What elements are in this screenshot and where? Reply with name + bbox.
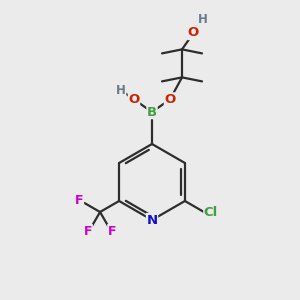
Text: F: F: [108, 225, 116, 238]
Text: F: F: [84, 225, 92, 238]
Text: B: B: [147, 106, 157, 118]
Text: H: H: [116, 84, 126, 97]
Text: F: F: [75, 194, 83, 208]
Text: O: O: [164, 93, 175, 106]
Text: Cl: Cl: [204, 206, 218, 218]
Text: O: O: [128, 93, 140, 106]
Text: O: O: [188, 26, 199, 40]
Text: N: N: [146, 214, 158, 226]
Text: H: H: [198, 14, 208, 26]
